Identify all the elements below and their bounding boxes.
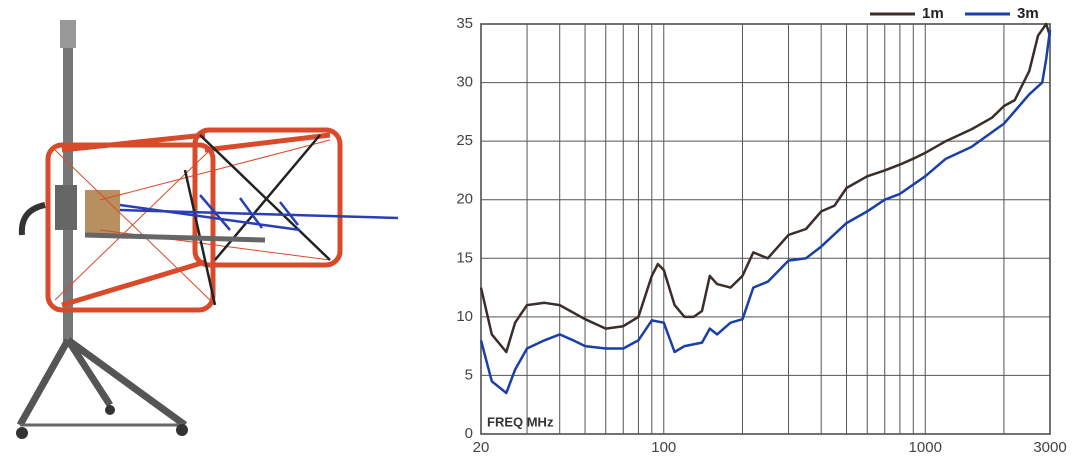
y-tick-label: 15: [456, 249, 473, 266]
data-line: [479, 22, 1052, 354]
antenna-photo: [16, 20, 399, 439]
y-tick-label: 25: [456, 132, 473, 149]
y-tick-label: 20: [456, 191, 473, 208]
x-tick-label: 1000: [909, 439, 942, 456]
x-tick-label: 20: [473, 439, 490, 456]
plot-frame: [480, 23, 1051, 435]
y-tick-label: 5: [465, 366, 473, 383]
axis-annotation: FREQ MHz: [487, 414, 554, 429]
y-tick-label: 35: [456, 15, 473, 32]
x-tick-label: 100: [651, 439, 676, 456]
data-line: [479, 29, 1052, 395]
x-tick-label: 3000: [1033, 439, 1066, 456]
legend-label: 1m: [922, 5, 944, 22]
legend-label: 3m: [1017, 5, 1039, 22]
y-tick-label: 10: [456, 308, 473, 325]
y-tick-label: 30: [456, 74, 473, 91]
y-tick-label: 0: [465, 425, 473, 442]
